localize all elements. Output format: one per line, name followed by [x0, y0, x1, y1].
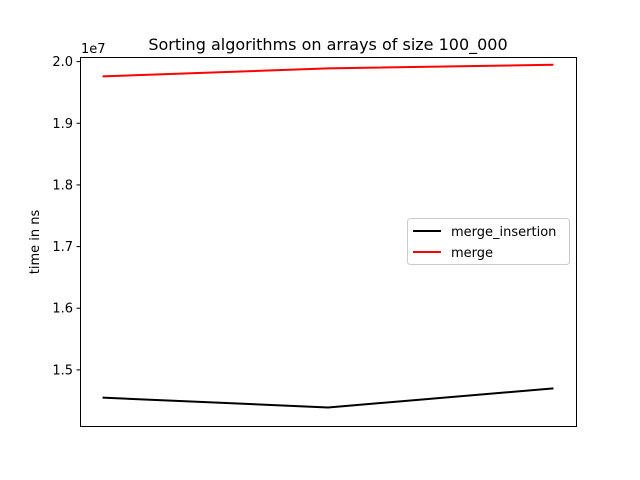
legend: merge_insertion merge — [407, 218, 570, 265]
series-line-merge — [102, 63, 554, 78]
y-tick-label: 1.6 — [52, 302, 73, 317]
y-tick-label: 1.5 — [52, 363, 73, 378]
y-offset-label: 1e7 — [81, 42, 106, 57]
y-tick-label: 1.8 — [52, 178, 73, 193]
series-lines — [102, 63, 554, 409]
chart-title: Sorting algorithms on arrays of size 100… — [148, 35, 507, 55]
legend-label-merge-insertion: merge_insertion — [451, 225, 556, 240]
y-ticks: 1.5 1.6 1.7 1.8 1.9 2.0 — [52, 55, 80, 378]
y-axis-label: time in ns — [28, 210, 43, 275]
y-tick-label: 1.7 — [52, 240, 73, 255]
plot-frame — [80, 57, 577, 427]
series-line-merge-insertion — [102, 387, 554, 409]
y-tick-label: 1.9 — [52, 117, 73, 132]
legend-label-merge: merge — [451, 246, 493, 261]
legend-box — [407, 218, 570, 265]
y-tick-label: 2.0 — [52, 55, 73, 70]
